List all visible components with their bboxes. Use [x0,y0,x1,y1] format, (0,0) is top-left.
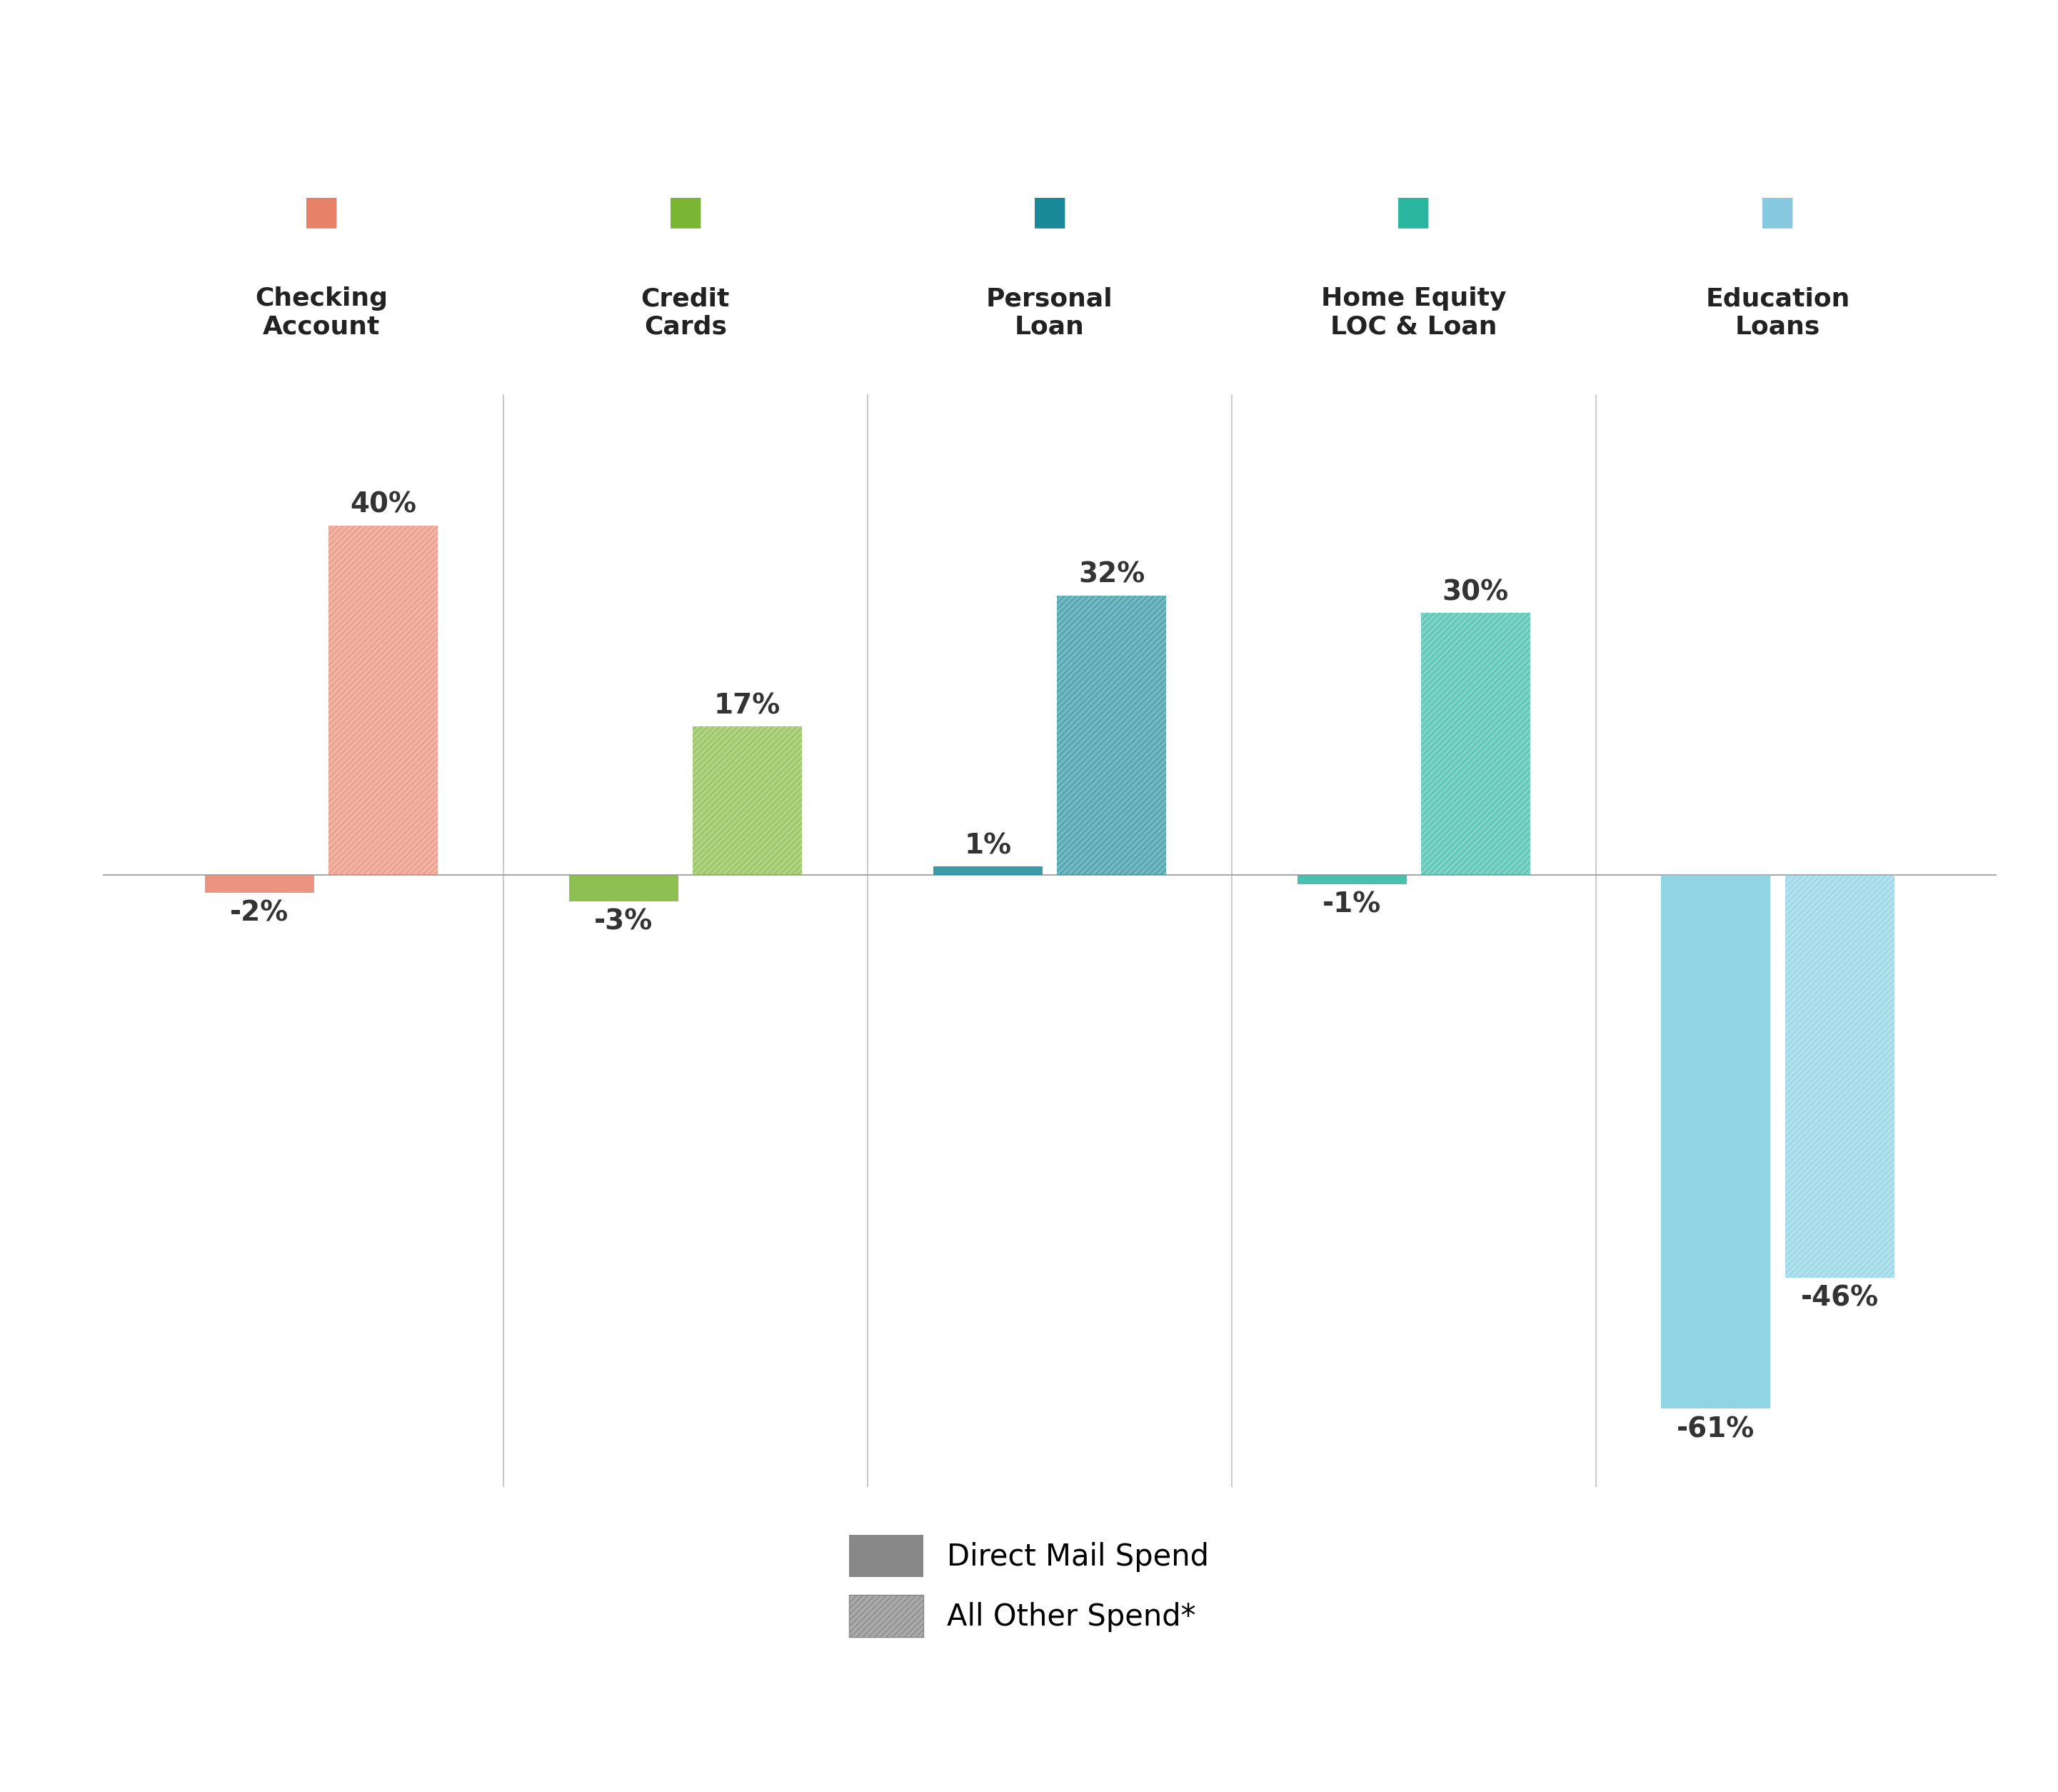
Text: -46%: -46% [1801,1285,1879,1312]
Text: 1%: 1% [963,831,1010,860]
Text: ■: ■ [1760,194,1797,231]
Bar [568,874,679,901]
Bar [1661,874,1770,1409]
Bar [1058,595,1167,874]
Text: Credit
Cards: Credit Cards [640,287,731,339]
Text: Checking
Account: Checking Account [255,287,387,339]
Text: ■: ■ [303,194,340,231]
Text: 32%: 32% [1078,561,1144,588]
Bar [932,867,1041,874]
Text: ■: ■ [667,194,704,231]
Text: 40%: 40% [350,491,416,518]
Text: 30%: 30% [1443,579,1509,606]
Text: MARKETING GROWTH TRENDS: YTD % CHANGE VS 2023: MARKETING GROWTH TRENDS: YTD % CHANGE VS… [220,56,1838,106]
Bar [694,726,803,874]
Bar [206,874,315,892]
Bar [1297,874,1406,883]
Text: -3%: -3% [595,909,652,935]
Text: -61%: -61% [1677,1416,1755,1443]
Bar [1784,874,1893,1278]
Bar [329,525,438,874]
Text: -1%: -1% [1323,891,1381,918]
Text: Source: Epic analysis of Mintel Comperemedia Omni data. *Includes Paid Social, N: Source: Epic analysis of Mintel Comperem… [41,1736,1222,1758]
Text: 17%: 17% [714,692,780,720]
Text: ■: ■ [1031,194,1068,231]
Text: Personal
Loan: Personal Loan [986,287,1113,339]
Text: Home Equity
LOC & Loan: Home Equity LOC & Loan [1321,287,1506,339]
Text: -2%: -2% [230,900,288,926]
Text: Education
Loans: Education Loans [1706,287,1850,339]
Bar [1420,613,1531,874]
Text: ■: ■ [1395,194,1432,231]
Legend: Direct Mail Spend, All Other Spend*: Direct Mail Spend, All Other Spend* [838,1523,1220,1649]
